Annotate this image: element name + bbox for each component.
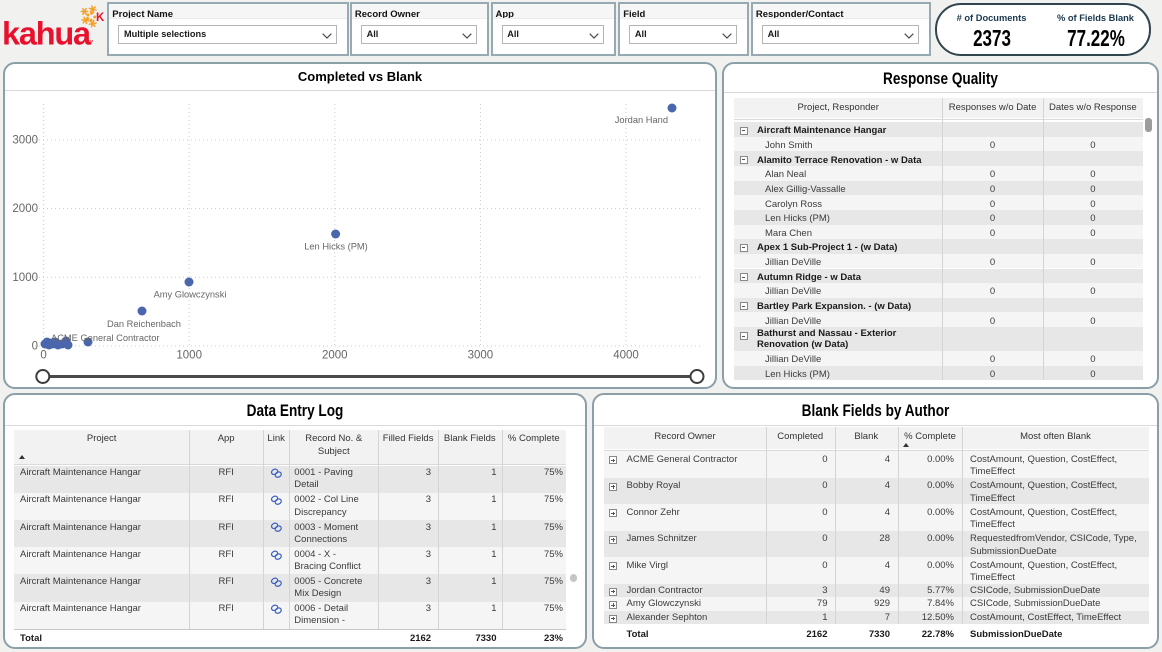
svg-text:Jordan Hand: Jordan Hand xyxy=(615,115,668,125)
svg-text:3000: 3000 xyxy=(12,134,38,146)
svg-text:ACME General Contractor: ACME General Contractor xyxy=(51,333,160,343)
svg-text:3000: 3000 xyxy=(468,350,494,362)
svg-text:Amy Glowczynski: Amy Glowczynski xyxy=(154,290,227,300)
svg-text:™: ™ xyxy=(88,39,94,46)
svg-text:0: 0 xyxy=(40,350,46,362)
svg-text:2000: 2000 xyxy=(322,350,348,362)
svg-text:1000: 1000 xyxy=(176,350,202,362)
svg-text:kahua: kahua xyxy=(2,16,92,52)
svg-text:2000: 2000 xyxy=(12,203,38,215)
svg-text:1000: 1000 xyxy=(12,272,38,284)
svg-text:0: 0 xyxy=(32,341,38,353)
svg-text:K: K xyxy=(96,12,105,24)
svg-text:Len Hicks (PM): Len Hicks (PM) xyxy=(304,242,368,252)
svg-text:Dan Reichenbach: Dan Reichenbach xyxy=(107,319,181,329)
svg-text:4000: 4000 xyxy=(613,350,639,362)
